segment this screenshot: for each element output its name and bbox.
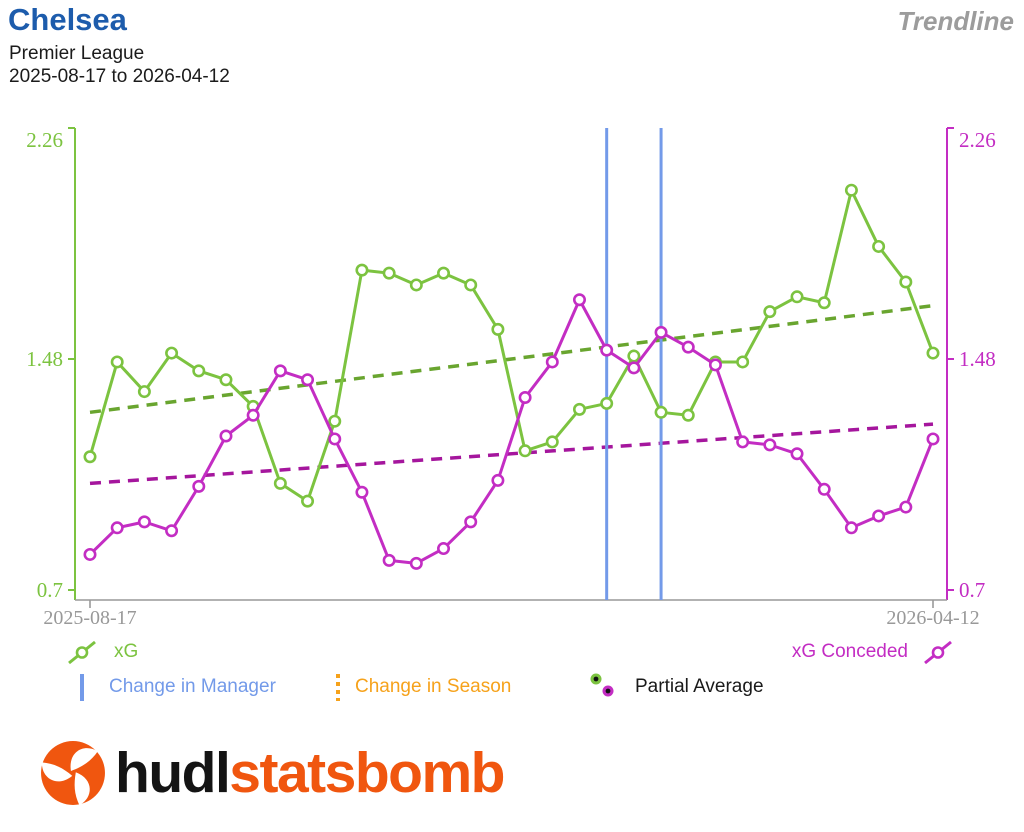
view-label: Trendline xyxy=(897,6,1014,36)
xg-conceded-point xyxy=(219,429,233,443)
xg-conceded-point xyxy=(545,355,559,369)
xg-conceded-point xyxy=(817,482,831,496)
xg-conceded-point xyxy=(409,556,423,570)
hudl-statsbomb-logo: hudlstatsbomb xyxy=(40,740,505,806)
page-title: Chelsea xyxy=(8,2,127,37)
xg-point xyxy=(790,290,804,304)
xg-conceded-point xyxy=(192,479,206,493)
xg-conceded-point xyxy=(763,438,777,452)
logo-statsbomb-text: statsbomb xyxy=(229,741,505,805)
xg-conceded-point xyxy=(518,390,532,404)
xg-point xyxy=(137,385,151,399)
xg-point xyxy=(83,450,97,464)
xg-point xyxy=(437,266,451,280)
y-tick-label-left: 1.48 xyxy=(26,347,63,371)
xg-conceded-point xyxy=(899,500,913,514)
trendline-xg xyxy=(89,303,934,415)
xg-point xyxy=(382,266,396,280)
hudl-ball-icon xyxy=(41,741,105,806)
xg-point xyxy=(491,322,505,336)
y-tick-label-left: 0.7 xyxy=(37,578,63,602)
xg-point xyxy=(301,494,315,508)
manager-change-bar-icon xyxy=(80,673,84,701)
legend-partial-average-label: Partial Average xyxy=(635,676,764,697)
xg-conceded-point xyxy=(437,542,451,556)
xg-conceded-point xyxy=(382,553,396,567)
xg-line-marker-icon xyxy=(68,640,96,665)
legend-item-xg: xG xyxy=(64,636,138,668)
xg-conceded-point xyxy=(464,515,478,529)
partial-average-dots-icon xyxy=(590,673,614,697)
legend-xg-conceded-label: xG Conceded xyxy=(791,641,908,662)
xg-point xyxy=(110,355,124,369)
y-tick-label-right: 0.7 xyxy=(959,578,985,602)
xg-point xyxy=(600,396,614,410)
xg-point xyxy=(627,349,641,363)
xg-conceded-line-marker-icon xyxy=(924,640,952,665)
xg-conceded-line xyxy=(88,298,935,565)
xg-conceded-point xyxy=(355,485,369,499)
legend-item-change-in-season: Change in Season xyxy=(336,671,511,703)
xg-point xyxy=(409,278,423,292)
xg-point xyxy=(219,373,233,387)
xg-conceded-point xyxy=(572,293,586,307)
xg-point xyxy=(545,435,559,449)
xg-point xyxy=(736,355,750,369)
legend-xg-label: xG xyxy=(114,641,139,662)
xg-conceded-point xyxy=(301,373,315,387)
xg-point xyxy=(328,414,342,428)
xg-conceded-point xyxy=(681,340,695,354)
xg-point xyxy=(844,183,858,197)
xg-point xyxy=(817,296,831,310)
xg-conceded-point xyxy=(110,521,124,535)
legend-item-xg-conceded: xG Conceded xyxy=(792,636,958,668)
xg-conceded-point xyxy=(790,447,804,461)
xg-conceded-point xyxy=(926,432,940,446)
xg-conceded-point xyxy=(165,524,179,538)
xg-point xyxy=(273,476,287,490)
xg-point xyxy=(899,275,913,289)
xg-conceded-point xyxy=(491,473,505,487)
logo-hudl-text: hudl xyxy=(115,741,231,805)
xg-conceded-point xyxy=(708,358,722,372)
xg-conceded-point xyxy=(273,364,287,378)
trendline-xg-conceded xyxy=(89,422,934,486)
xg-point xyxy=(464,278,478,292)
xg-point xyxy=(926,346,940,360)
xg-point xyxy=(518,444,532,458)
legend-manager-label: Change in Manager xyxy=(109,676,276,697)
xg-conceded-point xyxy=(600,343,614,357)
xg-point xyxy=(192,364,206,378)
x-tick-label: 2025-08-17 xyxy=(43,607,136,629)
xg-point xyxy=(681,408,695,422)
xg-conceded-point xyxy=(736,435,750,449)
xg-point xyxy=(165,346,179,360)
xg-point xyxy=(572,402,586,416)
xg-conceded-point xyxy=(872,509,886,523)
xg-conceded-point xyxy=(137,515,151,529)
xg-point xyxy=(763,305,777,319)
xg-conceded-point xyxy=(328,432,342,446)
xg-point xyxy=(872,239,886,253)
date-range-label: 2025-08-17 to 2026-04-12 xyxy=(9,66,230,87)
legend-item-partial-average: Partial Average xyxy=(585,671,764,703)
y-tick-label-right: 1.48 xyxy=(959,347,996,371)
xg-conceded-point xyxy=(83,547,97,561)
xg-conceded-point xyxy=(246,408,260,422)
legend-season-label: Change in Season xyxy=(355,676,512,697)
xg-conceded-point xyxy=(627,361,641,375)
competition-label: Premier League xyxy=(9,43,145,64)
y-tick-label-left: 2.26 xyxy=(26,128,63,152)
xg-conceded-point xyxy=(654,325,668,339)
xg-conceded-point xyxy=(844,521,858,535)
xg-point xyxy=(355,263,369,277)
y-tick-label-right: 2.26 xyxy=(959,128,996,152)
season-change-dotted-bar-icon xyxy=(336,673,340,701)
legend-item-change-in-manager: Change in Manager xyxy=(80,671,276,703)
xg-point xyxy=(654,405,668,419)
x-tick-label: 2026-04-12 xyxy=(886,607,979,629)
